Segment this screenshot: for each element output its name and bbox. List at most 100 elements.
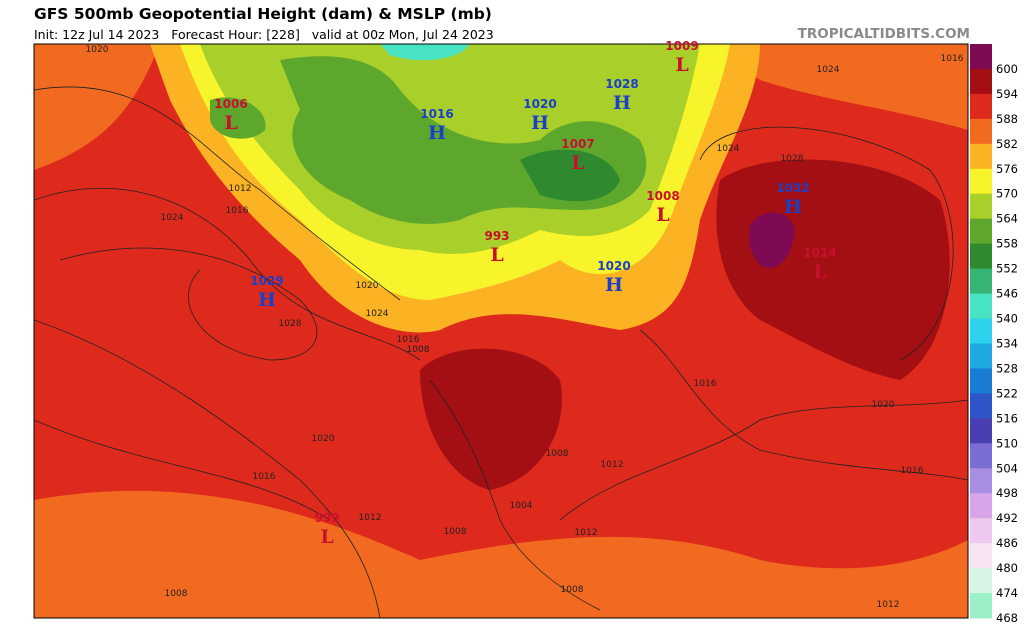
colorbar-swatch [970,118,992,145]
colorbar-label: 504 [996,461,1018,475]
isobar-label: 1024 [817,65,840,75]
isobar-label: 1012 [877,600,900,610]
isobar-label: 1020 [86,45,109,55]
colorbar-label: 552 [996,262,1018,276]
colorbar-swatch [970,68,992,95]
title: GFS 500mb Geopotential Height (dam) & MS… [34,5,492,23]
isobar-label: 1020 [312,434,335,444]
colorbar-label: 600 [996,62,1018,76]
colorbar-swatch [970,468,992,494]
colorbar-label: 468 [996,611,1018,625]
isobar-label: 1016 [941,54,964,64]
colorbar-label: 498 [996,486,1018,500]
colorbar-swatch [970,93,992,120]
isobar-label: 1020 [872,400,895,410]
center-value: 1014 [803,246,836,260]
colorbar-label: 474 [996,586,1018,600]
colorbar-label: 594 [996,87,1018,101]
isobar-label: 1024 [717,144,740,154]
center-letter: H [613,92,631,114]
center-letter: L [675,54,688,76]
isobar-label: 1024 [161,213,184,223]
colorbar-label: 582 [996,137,1018,151]
colorbar-label: 576 [996,162,1018,176]
center-letter: L [490,244,503,266]
colorbar-label: 546 [996,287,1018,301]
center-value: 1007 [561,137,594,151]
center-value: 1008 [646,189,679,203]
colorbar-label: 570 [996,187,1018,201]
center-letter: L [656,204,669,226]
center-letter: L [813,261,826,283]
isobar-label: 1020 [356,281,379,291]
isobar-label: 1024 [366,309,389,319]
colorbar-label: 558 [996,237,1018,251]
center-value: 999 [314,511,339,525]
center-value: 1006 [214,97,247,111]
isobar-label: 1028 [781,154,804,164]
colorbar-label: 516 [996,411,1018,425]
colorbar-swatch [970,368,992,394]
credit: TROPICALTIDBITS.COM [798,26,970,42]
map [33,43,969,619]
colorbar-swatch [970,293,992,320]
colorbar-swatch [970,268,992,295]
center-letter: H [258,289,276,311]
center-letter: L [320,526,333,548]
center-letter: L [571,152,584,174]
isobar-label: 1004 [510,501,533,511]
colorbar-swatch [970,493,992,519]
colorbar-swatch [970,593,992,619]
isobar-label: 1008 [444,527,467,537]
height-fill [210,97,266,139]
colorbar-label: 534 [996,336,1018,350]
isobar-label: 1028 [279,319,302,329]
isobar-label: 1016 [901,466,924,476]
colorbar-label: 588 [996,112,1018,126]
colorbar-swatch [970,168,992,195]
center-value: 1020 [597,259,630,273]
isobar-label: 1012 [229,184,252,194]
colorbar-swatch [970,393,992,419]
colorbar-swatch [970,343,992,369]
height-fill [420,348,562,490]
center-value: 1016 [420,107,453,121]
colorbar-swatch [970,443,992,469]
isobar-label: 1012 [359,513,382,523]
center-letter: H [531,112,549,134]
colorbar-swatch [970,518,992,544]
height-fill [34,44,160,170]
colorbar-swatch [970,418,992,444]
colorbar-swatch [970,543,992,569]
colorbar-label: 528 [996,361,1018,375]
height-fill [520,149,620,202]
colorbar-label: 564 [996,212,1018,226]
colorbar-swatch [970,193,992,220]
center-letter: H [428,122,446,144]
colorbar-label: 492 [996,511,1018,525]
isobar-label: 1008 [165,589,188,599]
isobar-label: 1012 [575,528,598,538]
colorbar-swatch [970,318,992,344]
center-letter: H [784,196,802,218]
height-fill [700,44,968,130]
isobars [34,86,968,618]
isobar-label: 1016 [397,335,420,345]
isobar-label: 1016 [226,206,249,216]
isobar-label: 1012 [601,460,624,470]
colorbar-swatch [970,568,992,594]
colorbar-label: 480 [996,561,1018,575]
center-value: 1032 [776,181,809,195]
isobar-label: 1008 [546,449,569,459]
colorbar-swatch [970,218,992,245]
center-letter: L [224,112,237,134]
colorbar-label: 522 [996,386,1018,400]
height-fill [380,44,470,61]
center-value: 993 [484,229,509,243]
center-value: 1028 [605,77,638,91]
colorbar-swatch [970,44,992,70]
isobar-label: 1008 [407,345,430,355]
colorbar-label: 540 [996,312,1018,326]
colorbar-label: 486 [996,536,1018,550]
